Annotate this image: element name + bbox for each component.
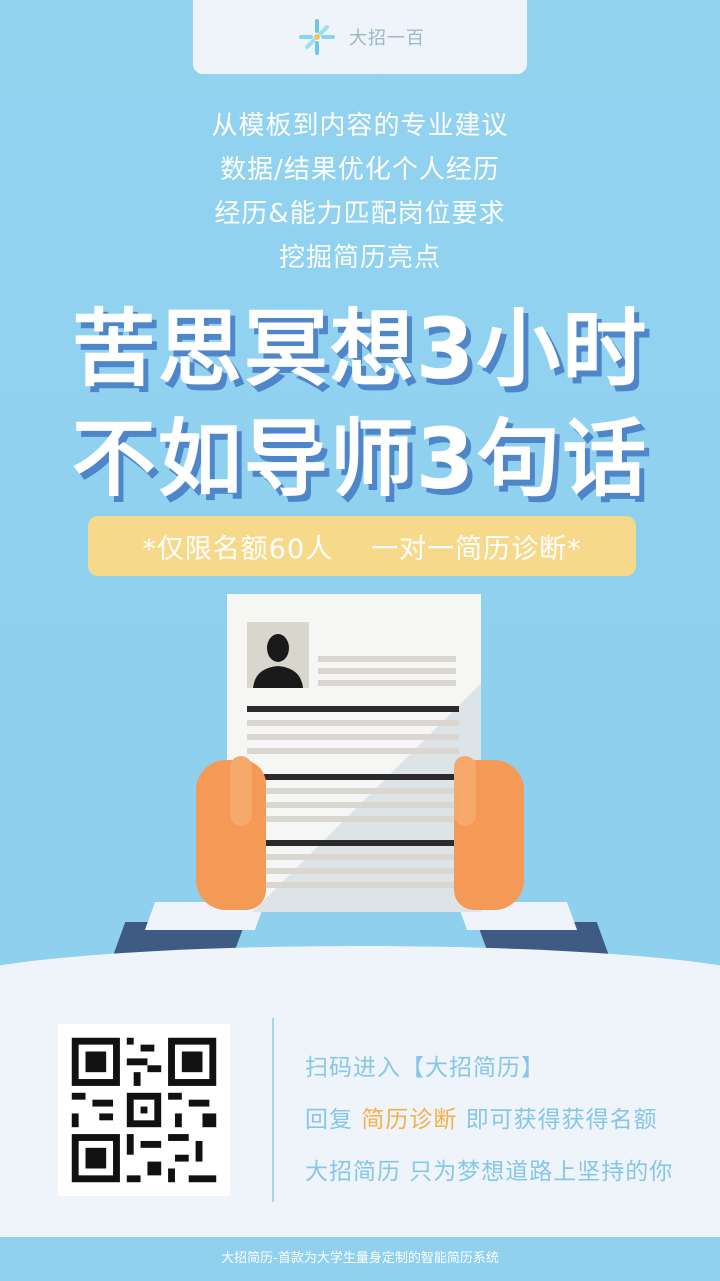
resume-text-line — [247, 816, 459, 822]
resume-text-line — [247, 720, 459, 726]
brand-name: 大招一百 — [349, 28, 425, 49]
feature-item: 挖掘简历亮点 — [278, 243, 441, 273]
offer-service-text: 一对一简历诊断* — [371, 533, 582, 565]
resume-section-rule — [247, 706, 459, 712]
resume-text-line — [247, 854, 459, 860]
offer-limit-text: *仅限名额60人 — [142, 533, 334, 565]
feature-item: 数据/结果优化个人经历 — [220, 155, 500, 185]
resume-photo — [247, 622, 309, 688]
cta-slogan: 大招简历 只为梦想道路上坚持的你 — [305, 1159, 674, 1185]
resume-text-line — [247, 882, 459, 888]
headline-line-1: 苦思冥想3小时 — [71, 300, 649, 398]
resume-text-line — [247, 802, 459, 808]
resume-text-line — [318, 656, 456, 662]
offer-badge: *仅限名额60人 一对一简历诊断* — [88, 516, 636, 576]
resume-text-line — [247, 748, 459, 754]
person-silhouette-icon — [253, 634, 303, 688]
qr-code-icon — [71, 1037, 217, 1183]
qr-code[interactable] — [58, 1024, 230, 1196]
feature-item: 从模板到内容的专业建议 — [211, 111, 509, 141]
right-thumb — [454, 756, 476, 826]
feature-list: 从模板到内容的专业建议 数据/结果优化个人经历 经历&能力匹配岗位要求 挖掘简历… — [0, 104, 720, 280]
cta-reply: 回复 简历诊断 即可获得获得名额 — [305, 1100, 658, 1134]
left-thumb — [230, 756, 252, 826]
resume-text-line — [318, 668, 456, 674]
resume-section-rule — [247, 774, 459, 780]
vertical-divider — [272, 1018, 274, 1202]
cta-reply-prefix: 回复 — [305, 1107, 353, 1133]
cta-reply-suffix: 即可获得获得名额 — [465, 1107, 658, 1133]
feature-item: 经历&能力匹配岗位要求 — [214, 199, 506, 229]
resume-text-line — [247, 788, 459, 794]
pinwheel-logo-icon — [299, 19, 335, 55]
resume-text-line — [247, 868, 459, 874]
headline-line-2: 不如导师3句话 — [71, 410, 649, 508]
brand-header: 大招一百 — [193, 0, 527, 74]
resume-section-rule — [247, 840, 459, 846]
footer-tagline: 大招简历-首款为大学生量身定制的智能简历系统 — [0, 1237, 720, 1281]
cta-keyword: 简历诊断 — [361, 1107, 458, 1133]
cta-scan: 扫码进入【大招简历】 — [305, 1055, 545, 1081]
resume-text-line — [247, 734, 459, 740]
resume-text-line — [318, 680, 456, 686]
